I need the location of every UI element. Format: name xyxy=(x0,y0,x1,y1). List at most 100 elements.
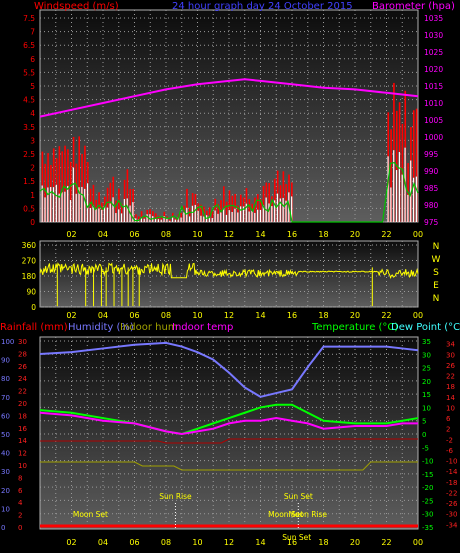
direction-tick-label: 180 xyxy=(22,272,37,281)
gust-bar xyxy=(64,145,66,222)
rain-tick-label: 28 xyxy=(18,350,27,358)
barometer-tick-label: 975 xyxy=(424,218,439,227)
gust-bar xyxy=(160,216,163,222)
temperature-tick-label: -15 xyxy=(422,471,433,479)
barometer-tick-label: 980 xyxy=(424,201,439,210)
gust-bar xyxy=(169,219,171,222)
rain-tick-label: 8 xyxy=(18,474,22,482)
rain-tick-label: 4 xyxy=(18,499,23,507)
wind-tick-label: 6 xyxy=(30,55,35,64)
temperature-axis-label: Temperature (°C) xyxy=(311,322,398,333)
compass-label: S xyxy=(433,268,439,278)
speed-bar xyxy=(279,198,281,222)
speed-bar xyxy=(237,212,239,222)
rain-tick-label: 14 xyxy=(18,437,27,445)
indoor-hum-line xyxy=(40,461,418,471)
speed-bar xyxy=(268,203,270,222)
speed-bar xyxy=(64,191,66,222)
temperature-tick-label: -20 xyxy=(422,484,433,492)
x-tick-label: 22 xyxy=(381,230,391,239)
speed-bar xyxy=(123,199,125,222)
rain-tick-label: 20 xyxy=(18,400,27,408)
wind-tick-label: 5 xyxy=(30,82,35,91)
gust-bar xyxy=(214,198,217,222)
speed-bar xyxy=(154,218,157,222)
th-x-tick-label: 02 xyxy=(66,538,76,547)
gust-bar xyxy=(234,193,236,222)
event-annotation: Sun Set xyxy=(284,492,313,501)
x-tick-label: 10 xyxy=(192,230,202,239)
wind-tick-label: 4 xyxy=(30,109,35,118)
speed-bar xyxy=(211,218,213,222)
temperature-tick-label: -10 xyxy=(422,458,433,466)
gust-bar xyxy=(390,129,392,222)
rainfall-axis-label: Rainfall (mm) xyxy=(0,322,68,333)
dir-x-tick-label: 20 xyxy=(350,311,360,320)
rain-tick-label: 30 xyxy=(18,338,27,346)
dewpoint-tick-label: 6 xyxy=(446,415,451,423)
compass-label: N xyxy=(433,294,440,304)
dewpoint-tick-label: 26 xyxy=(446,362,455,370)
th-x-tick-label: 08 xyxy=(161,538,171,547)
gust-bar xyxy=(274,178,276,222)
barometer-line xyxy=(39,78,419,118)
humidity-line xyxy=(39,341,419,398)
dewpoint-tick-label: -2 xyxy=(446,436,453,444)
dewpoint-tick-label: -10 xyxy=(446,458,457,466)
humidity-tick-label: 0 xyxy=(1,524,5,532)
indoor-temp-label: Indoor temp xyxy=(172,322,233,333)
gust-bar xyxy=(118,188,120,222)
speed-bar xyxy=(118,209,120,222)
left-axis-label-windspeed: Windspeed (m/s) xyxy=(34,1,119,12)
compass-label: N xyxy=(433,242,440,252)
rain-tick-label: 22 xyxy=(18,388,27,396)
wind-tick-label: 3 xyxy=(30,136,35,145)
wind-tick-label: 7.5 xyxy=(23,14,35,23)
event-annotation: Moon Set xyxy=(73,510,108,519)
wind-tick-label: 7 xyxy=(30,28,35,37)
temperature-tick-label: 25 xyxy=(422,365,431,373)
speed-bar xyxy=(174,219,177,222)
gust-bar xyxy=(157,215,160,222)
humidity-tick-label: 100 xyxy=(1,338,14,346)
rain-tick-label: 24 xyxy=(18,375,27,383)
speed-bar xyxy=(52,187,55,222)
speed-bar xyxy=(146,214,148,222)
dewpoint-tick-label: -22 xyxy=(446,489,457,497)
speed-bar xyxy=(214,210,216,222)
gust-bar xyxy=(67,149,69,222)
speed-bar xyxy=(126,198,128,222)
gust-bar xyxy=(126,169,129,222)
speed-bar xyxy=(407,194,409,222)
humidity-tick-label: 60 xyxy=(1,412,10,420)
dewpoint-tick-label: -30 xyxy=(446,511,457,519)
wind-tick-label: 1 xyxy=(30,191,35,200)
speed-bar xyxy=(106,207,108,222)
wind-tick-label: 0 xyxy=(30,218,35,227)
rain-tick-label: 12 xyxy=(18,450,27,458)
dewpoint-tick-label: 30 xyxy=(446,351,455,359)
barometer-tick-label: 1035 xyxy=(424,14,443,23)
speed-bar xyxy=(412,177,415,222)
event-annotation: Moon Set xyxy=(268,510,303,519)
dewpoint-tick-label: -6 xyxy=(446,447,454,455)
humidity-tick-label: 40 xyxy=(1,450,10,458)
speed-bar xyxy=(225,214,228,222)
rain-tick-label: 0 xyxy=(18,524,22,532)
dir-x-tick-label: 04 xyxy=(98,311,108,320)
gust-bar xyxy=(115,200,117,222)
humidity-tick-label: 50 xyxy=(1,431,10,439)
dewpoint-tick-label: 2 xyxy=(446,426,450,434)
x-tick-label: 16 xyxy=(287,230,297,239)
speed-bar xyxy=(89,208,91,222)
gust-bar xyxy=(254,197,256,222)
data-marks xyxy=(39,78,419,529)
speed-bar xyxy=(61,192,63,222)
wind-tick-label: 6.5 xyxy=(23,41,35,50)
gust-bar xyxy=(92,184,95,222)
dewpoint-tick-label: 34 xyxy=(446,341,455,349)
indoor-temp-line xyxy=(40,438,418,444)
right-axis-label-barometer: Barometer (hpa) xyxy=(372,1,455,12)
speed-bar xyxy=(81,186,83,222)
